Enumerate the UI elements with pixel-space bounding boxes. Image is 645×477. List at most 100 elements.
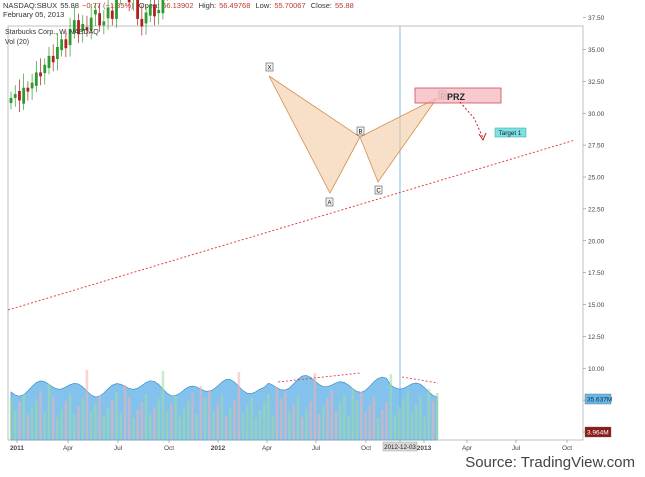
volume-bar [309,401,312,440]
volume-bar [102,416,106,440]
volume-bar [246,405,249,440]
projection-arrow [459,101,484,139]
volume-bar [414,404,418,440]
pattern-point-label: B [358,129,362,135]
volume-bar [203,398,207,440]
candle-body [47,55,51,68]
candle-body [127,0,131,3]
candlestick-series [9,0,168,112]
candle-body [85,27,89,31]
volume-bar [402,399,405,440]
volume-bar [174,396,177,440]
volume-bar [376,418,380,440]
candle-body [51,55,55,63]
last-price: 55.88 [60,1,79,10]
volume-bar [208,390,211,440]
volume-bar [431,401,435,440]
time-tick-label: Jul [312,445,321,452]
candle-body [110,10,114,19]
volume-bar [212,411,215,440]
price-tick-label: 17.50 [588,270,605,277]
candle-body [26,87,30,92]
volume-last-badge: 3.964M [587,430,609,437]
candle-body [102,21,106,26]
candle-body [140,18,144,27]
volume-average-badge-box [584,393,612,405]
close-value: 55.88 [335,1,354,10]
volume-bar [94,403,97,440]
volume-bar [98,395,101,440]
candle-body [43,64,47,74]
target-badge [494,127,527,138]
volume-bar [364,413,367,440]
symbol-label: NASDAQ:SBUX [3,1,58,10]
volume-bar [330,390,334,440]
volume-bar [186,401,190,440]
volume-bar [313,373,317,440]
candle-body [72,20,76,33]
volume-bar [22,394,25,440]
projection-arrowhead [478,132,487,142]
volume-bar [410,412,414,440]
volume-bar [60,409,63,440]
price-tick-label: 20.00 [588,238,605,245]
time-tick-label: Apr [462,445,473,452]
candle-body [68,29,72,46]
volume-bar [279,399,283,440]
time-tick-label: Apr [262,445,273,452]
time-tick-label: Jul [512,445,521,452]
volume-bar [250,397,253,440]
price-tick-label: 27.50 [588,143,605,150]
volume-bar [110,400,114,440]
crosshair-date-badge [382,441,418,452]
candle-body [34,72,38,86]
candle-body [64,39,68,49]
volume-bar [43,412,47,440]
volume-bar [18,402,21,440]
volume-bar [220,395,224,440]
time-tick-label: 2011 [10,445,24,452]
volume-bar [237,372,241,440]
volume-bar [351,388,355,440]
volume-bar [119,413,123,440]
pattern-point-label: X [267,65,271,71]
volume-bar [368,405,371,440]
candle-body [30,82,34,89]
volume-bar [178,417,182,440]
candle-body [81,24,85,32]
candle-body [56,46,59,60]
volume-bar [343,395,346,440]
high-value: 56.49768 [219,1,251,10]
candle-body [13,94,17,98]
volume-bar [140,402,144,440]
volume-bar [68,393,72,440]
volume-bar [132,418,135,440]
source-credit: Source: TradingView.com [465,454,635,471]
volume-bar [26,415,30,440]
time-tick-label: Oct [361,445,371,452]
volume-bar [81,398,85,440]
chart-overlays: PRZ Target 1 [7,87,576,311]
time-tick-label: Jul [114,445,123,452]
volume-bar [127,397,131,440]
candle-body [22,87,26,104]
volume-bar [419,396,422,440]
pattern-point-box [325,197,334,207]
volume-bar [123,385,127,440]
candle-body [39,72,42,77]
volume-bar [195,414,198,440]
volume-bar [288,412,291,440]
support-trendline [7,139,576,311]
close-label: Close: [310,1,332,10]
volume-bar [73,414,76,440]
volume-bar [271,415,274,440]
volume-bar [85,370,89,440]
volume-bar [305,409,308,440]
pattern-xab-triangle [268,75,361,194]
volume-bar [275,387,279,440]
volume-pane [9,370,439,441]
volume-bar [233,400,236,440]
volume-bar [153,407,156,440]
volume-bar [326,398,329,440]
